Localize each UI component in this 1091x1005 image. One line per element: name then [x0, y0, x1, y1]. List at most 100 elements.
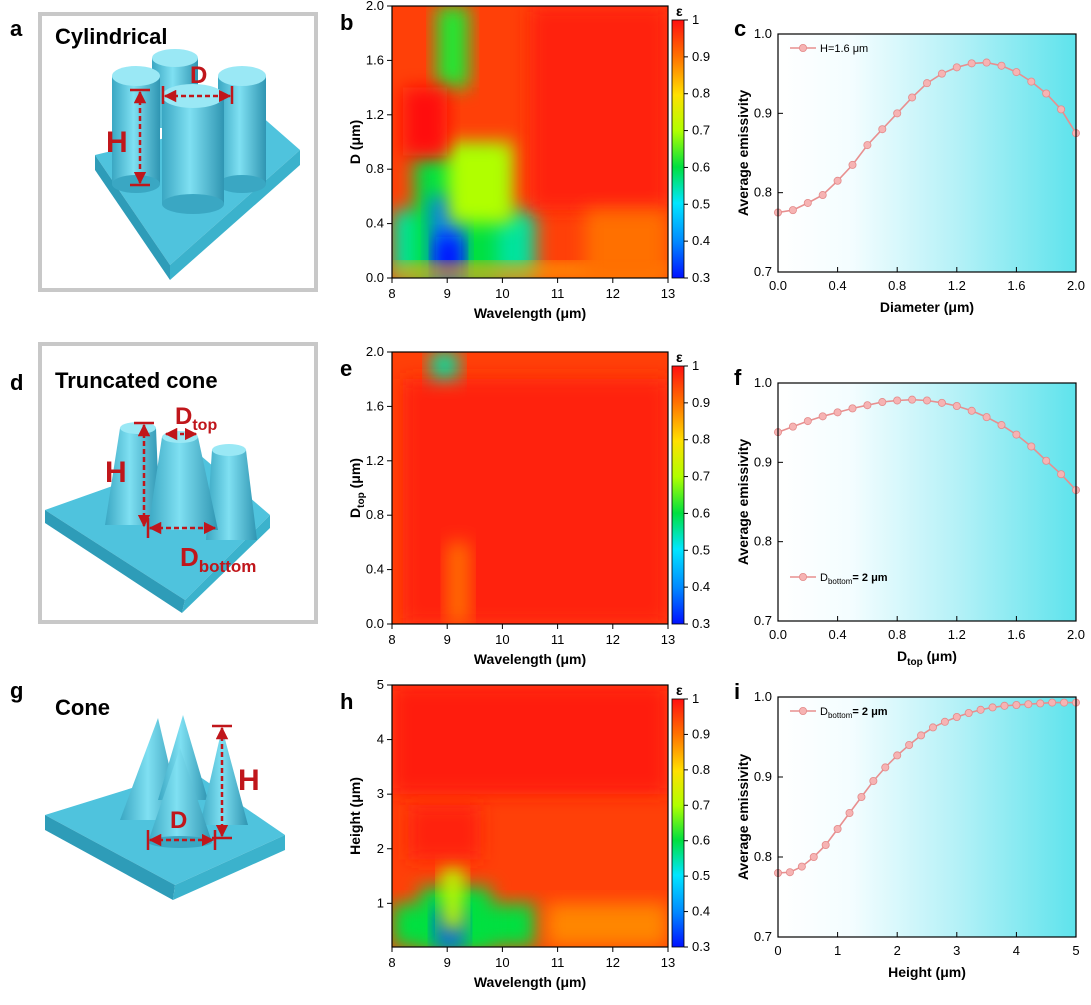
data-point: [905, 741, 914, 750]
x-tick-label: 2.0: [1067, 278, 1085, 293]
y-axis-label: Dtop (μm): [347, 458, 367, 518]
data-point: [982, 413, 991, 422]
heatmap-feature: [447, 142, 514, 224]
data-point: [952, 63, 961, 72]
plot-frame: [777, 382, 1077, 622]
x-tick-label: 13: [661, 632, 675, 647]
panel-letter-g: g: [10, 678, 23, 703]
x-tick-label: 9: [444, 286, 451, 301]
structure-title-a: Cylindrical: [55, 24, 167, 49]
y-axis-label: D (μm): [347, 120, 363, 164]
x-tick-label: 8: [388, 955, 395, 970]
data-point: [952, 402, 961, 411]
plot-frame: [777, 33, 1077, 273]
data-point: [1027, 77, 1036, 86]
y-tick-label: 4: [377, 732, 384, 747]
data-point: [937, 398, 946, 407]
legend-label: H=1.6 μm: [820, 43, 868, 55]
data-point: [809, 853, 818, 862]
legend-label: Dbottom= 2 μm: [820, 706, 888, 720]
y-tick-label: 5: [377, 677, 384, 692]
x-tick-label: 9: [444, 955, 451, 970]
y-tick-label: 0.8: [366, 161, 384, 176]
colorbar-tick-label: 0.9: [692, 395, 710, 410]
data-point: [845, 809, 854, 818]
colorbar-tick-label: 0.9: [692, 49, 710, 64]
data-point: [1012, 430, 1021, 439]
data-point: [908, 395, 917, 404]
data-point: [803, 198, 812, 207]
x-tick-label: 11: [551, 286, 565, 301]
x-axis-label: Dtop (μm): [897, 648, 957, 668]
structure-title-g: Cone: [55, 695, 110, 720]
data-point: [1024, 700, 1033, 709]
x-tick-label: 10: [495, 632, 509, 647]
colorbar-tick-label: 0.4: [692, 579, 710, 594]
heatmap-feature: [392, 685, 668, 795]
panel-letter-a: a: [10, 16, 23, 41]
data-point: [1027, 442, 1036, 451]
heatmap-feature: [585, 210, 668, 278]
line-panel-f: f 0.0 0.4 0.8 1.2 1.6 2.0 0.7 0.8 0.9 1.0 Dtop (μm)…: [734, 365, 1085, 668]
data-point: [788, 206, 797, 215]
data-point: [863, 401, 872, 410]
y-tick-label: 2.0: [366, 344, 384, 359]
dimension-label-h-d: H: [105, 456, 127, 489]
data-point: [988, 703, 997, 712]
x-tick-label: 1: [834, 943, 841, 958]
x-tick-label: 10: [495, 955, 509, 970]
structure-frame-a: [38, 12, 318, 292]
colorbar-tick-label: 0.8: [692, 86, 710, 101]
colorbar: [671, 365, 685, 625]
x-tick-label: 5: [1072, 943, 1079, 958]
data-point: [878, 398, 887, 407]
x-tick-label: 13: [661, 955, 675, 970]
y-tick-label: 1.6: [366, 398, 384, 413]
y-tick-label: 1.6: [366, 52, 384, 67]
y-tick-label: 0.0: [366, 616, 384, 631]
line-panel-i: i 0 1 2 3 4 5 0.7 0.8 0.9 1.0 Height (μm) Average em…: [734, 679, 1081, 980]
heatmap-feature: [441, 865, 464, 931]
colorbar-tick-label: 0.5: [692, 196, 710, 211]
y-tick-label: 0.4: [366, 216, 384, 231]
dimension-label-d-a: D: [190, 62, 207, 89]
x-tick-label: 12: [606, 632, 620, 647]
x-tick-label: 1.2: [948, 627, 966, 642]
data-point: [937, 69, 946, 78]
data-point: [964, 709, 973, 718]
data-point: [788, 422, 797, 431]
x-tick-label: 1.6: [1007, 627, 1025, 642]
data-point: [893, 751, 902, 760]
dimension-h-arrow-a: [130, 88, 150, 187]
y-axis-label: Average emissivity: [735, 439, 751, 566]
line-panel-c: c 0.0 0.4 0.8 1.2 1.6 2.0 0.7 0.8 0.9 1.0 Diameter …: [734, 16, 1085, 315]
y-axis-label: Average emissivity: [735, 754, 751, 881]
data-point: [1042, 89, 1051, 98]
panel-letter-e: e: [340, 356, 352, 381]
colorbar-label: ε: [676, 682, 683, 698]
x-tick-label: 0.8: [888, 278, 906, 293]
data-point: [869, 777, 878, 786]
data-point: [1042, 456, 1051, 465]
data-point: [803, 417, 812, 426]
x-axis-label: Height (μm): [888, 964, 966, 980]
data-point: [848, 160, 857, 169]
y-tick-label: 0.4: [366, 562, 384, 577]
x-tick-label: 11: [551, 955, 565, 970]
dimension-h-arrow-d: [134, 421, 154, 528]
y-tick-label: 1.2: [366, 453, 384, 468]
data-point: [997, 421, 1006, 430]
data-point: [1000, 701, 1009, 710]
dimension-label-dbottom-d: Dbottom: [180, 542, 256, 576]
x-tick-label: 2.0: [1067, 627, 1085, 642]
heatmap-feature: [403, 379, 668, 624]
panel-letter-h: h: [340, 689, 353, 714]
colorbar-tick-label: 0.3: [692, 270, 710, 285]
x-tick-label: 11: [551, 632, 565, 647]
y-tick-label: 0.9: [754, 454, 772, 469]
x-tick-label: 0.0: [769, 627, 787, 642]
y-tick-label: 1: [377, 895, 384, 910]
y-tick-label: 3: [377, 786, 384, 801]
y-tick-label: 0.7: [754, 264, 772, 279]
